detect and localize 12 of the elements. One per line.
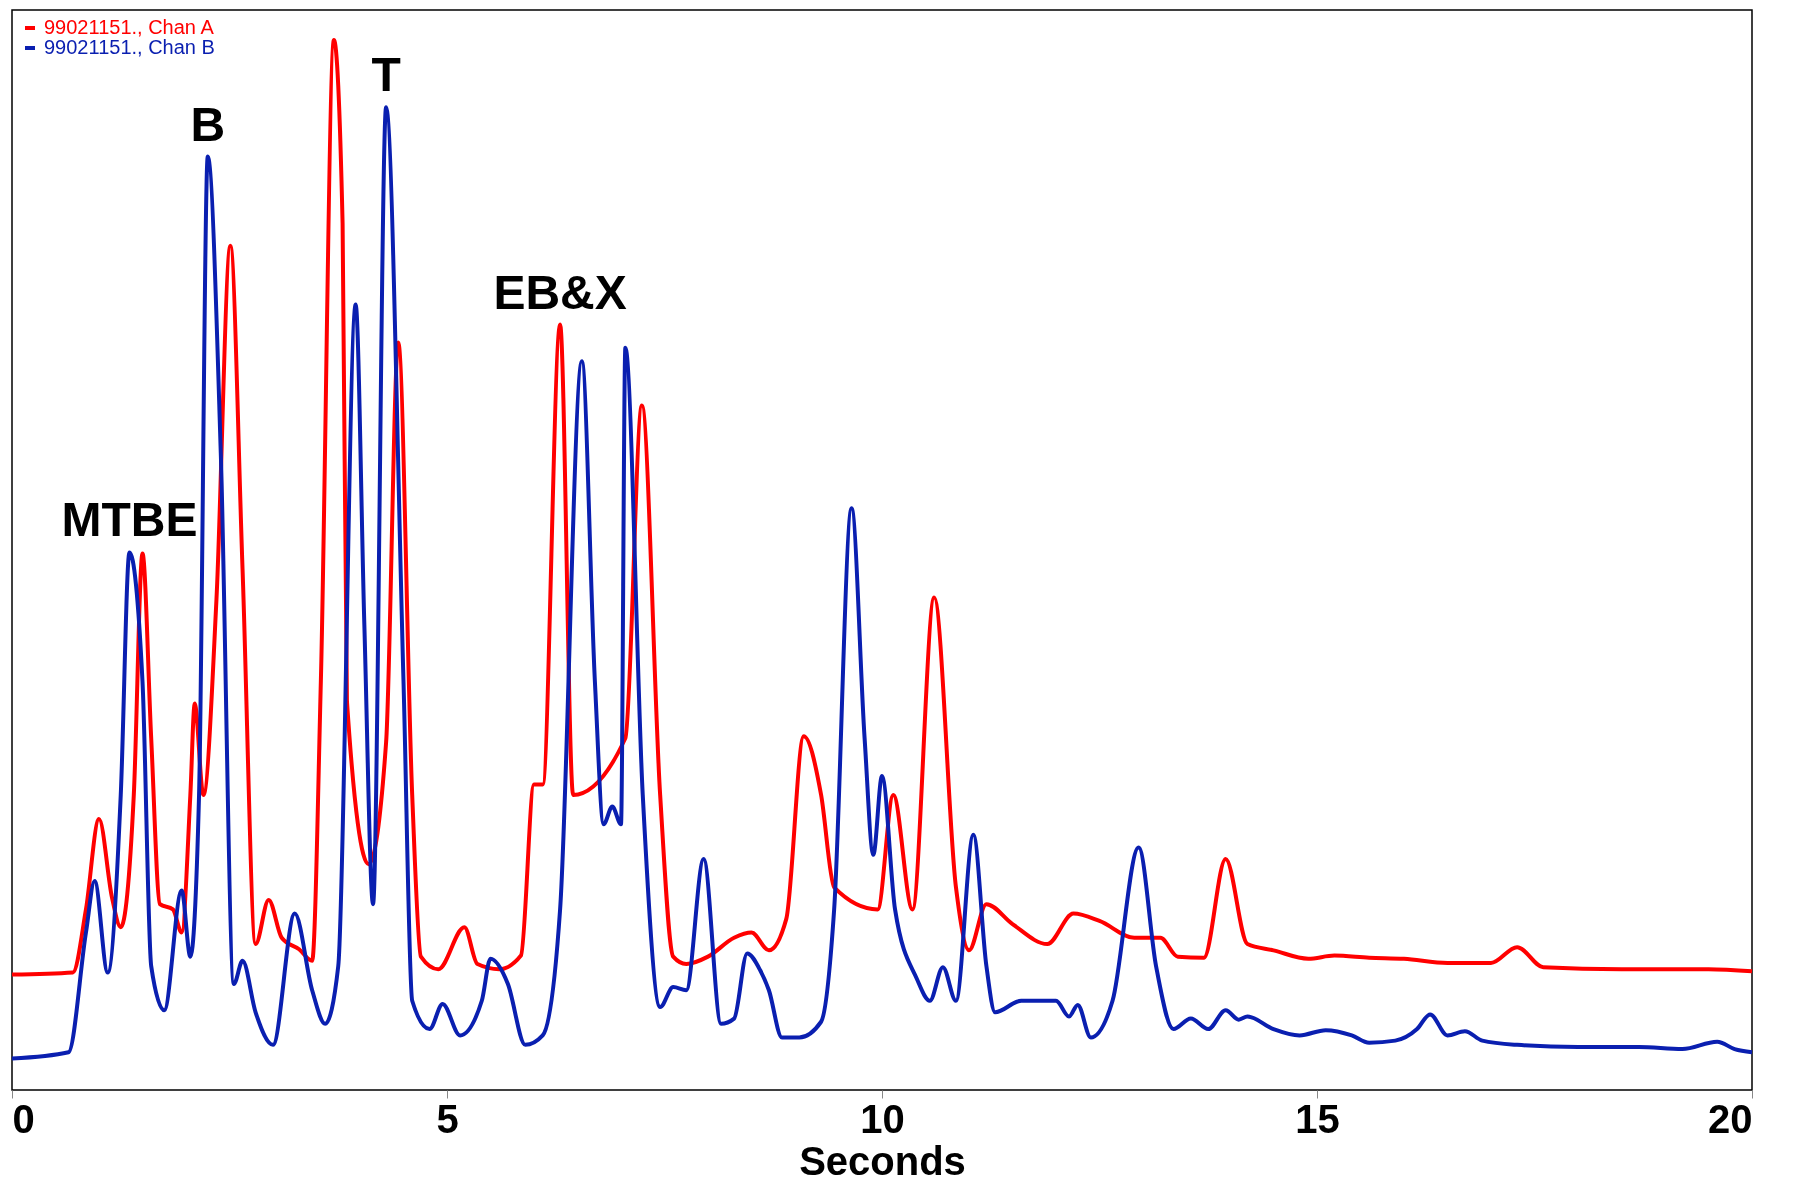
x-tick-label: 0 — [12, 1096, 35, 1141]
annotation: EB&X — [493, 265, 627, 319]
x-tick-label: 15 — [1295, 1096, 1340, 1141]
legend-label: 99021151., Chan B — [44, 36, 215, 58]
annotation: B — [190, 97, 226, 151]
x-tick-label: 10 — [860, 1096, 905, 1141]
annotation: MTBE — [61, 493, 198, 547]
x-tick-label: 5 — [436, 1096, 459, 1141]
annotation: T — [371, 48, 401, 102]
x-tick-label: 20 — [1708, 1096, 1753, 1141]
x-axis-title: Seconds — [799, 1138, 966, 1183]
legend-label: 99021151., Chan A — [44, 16, 215, 38]
